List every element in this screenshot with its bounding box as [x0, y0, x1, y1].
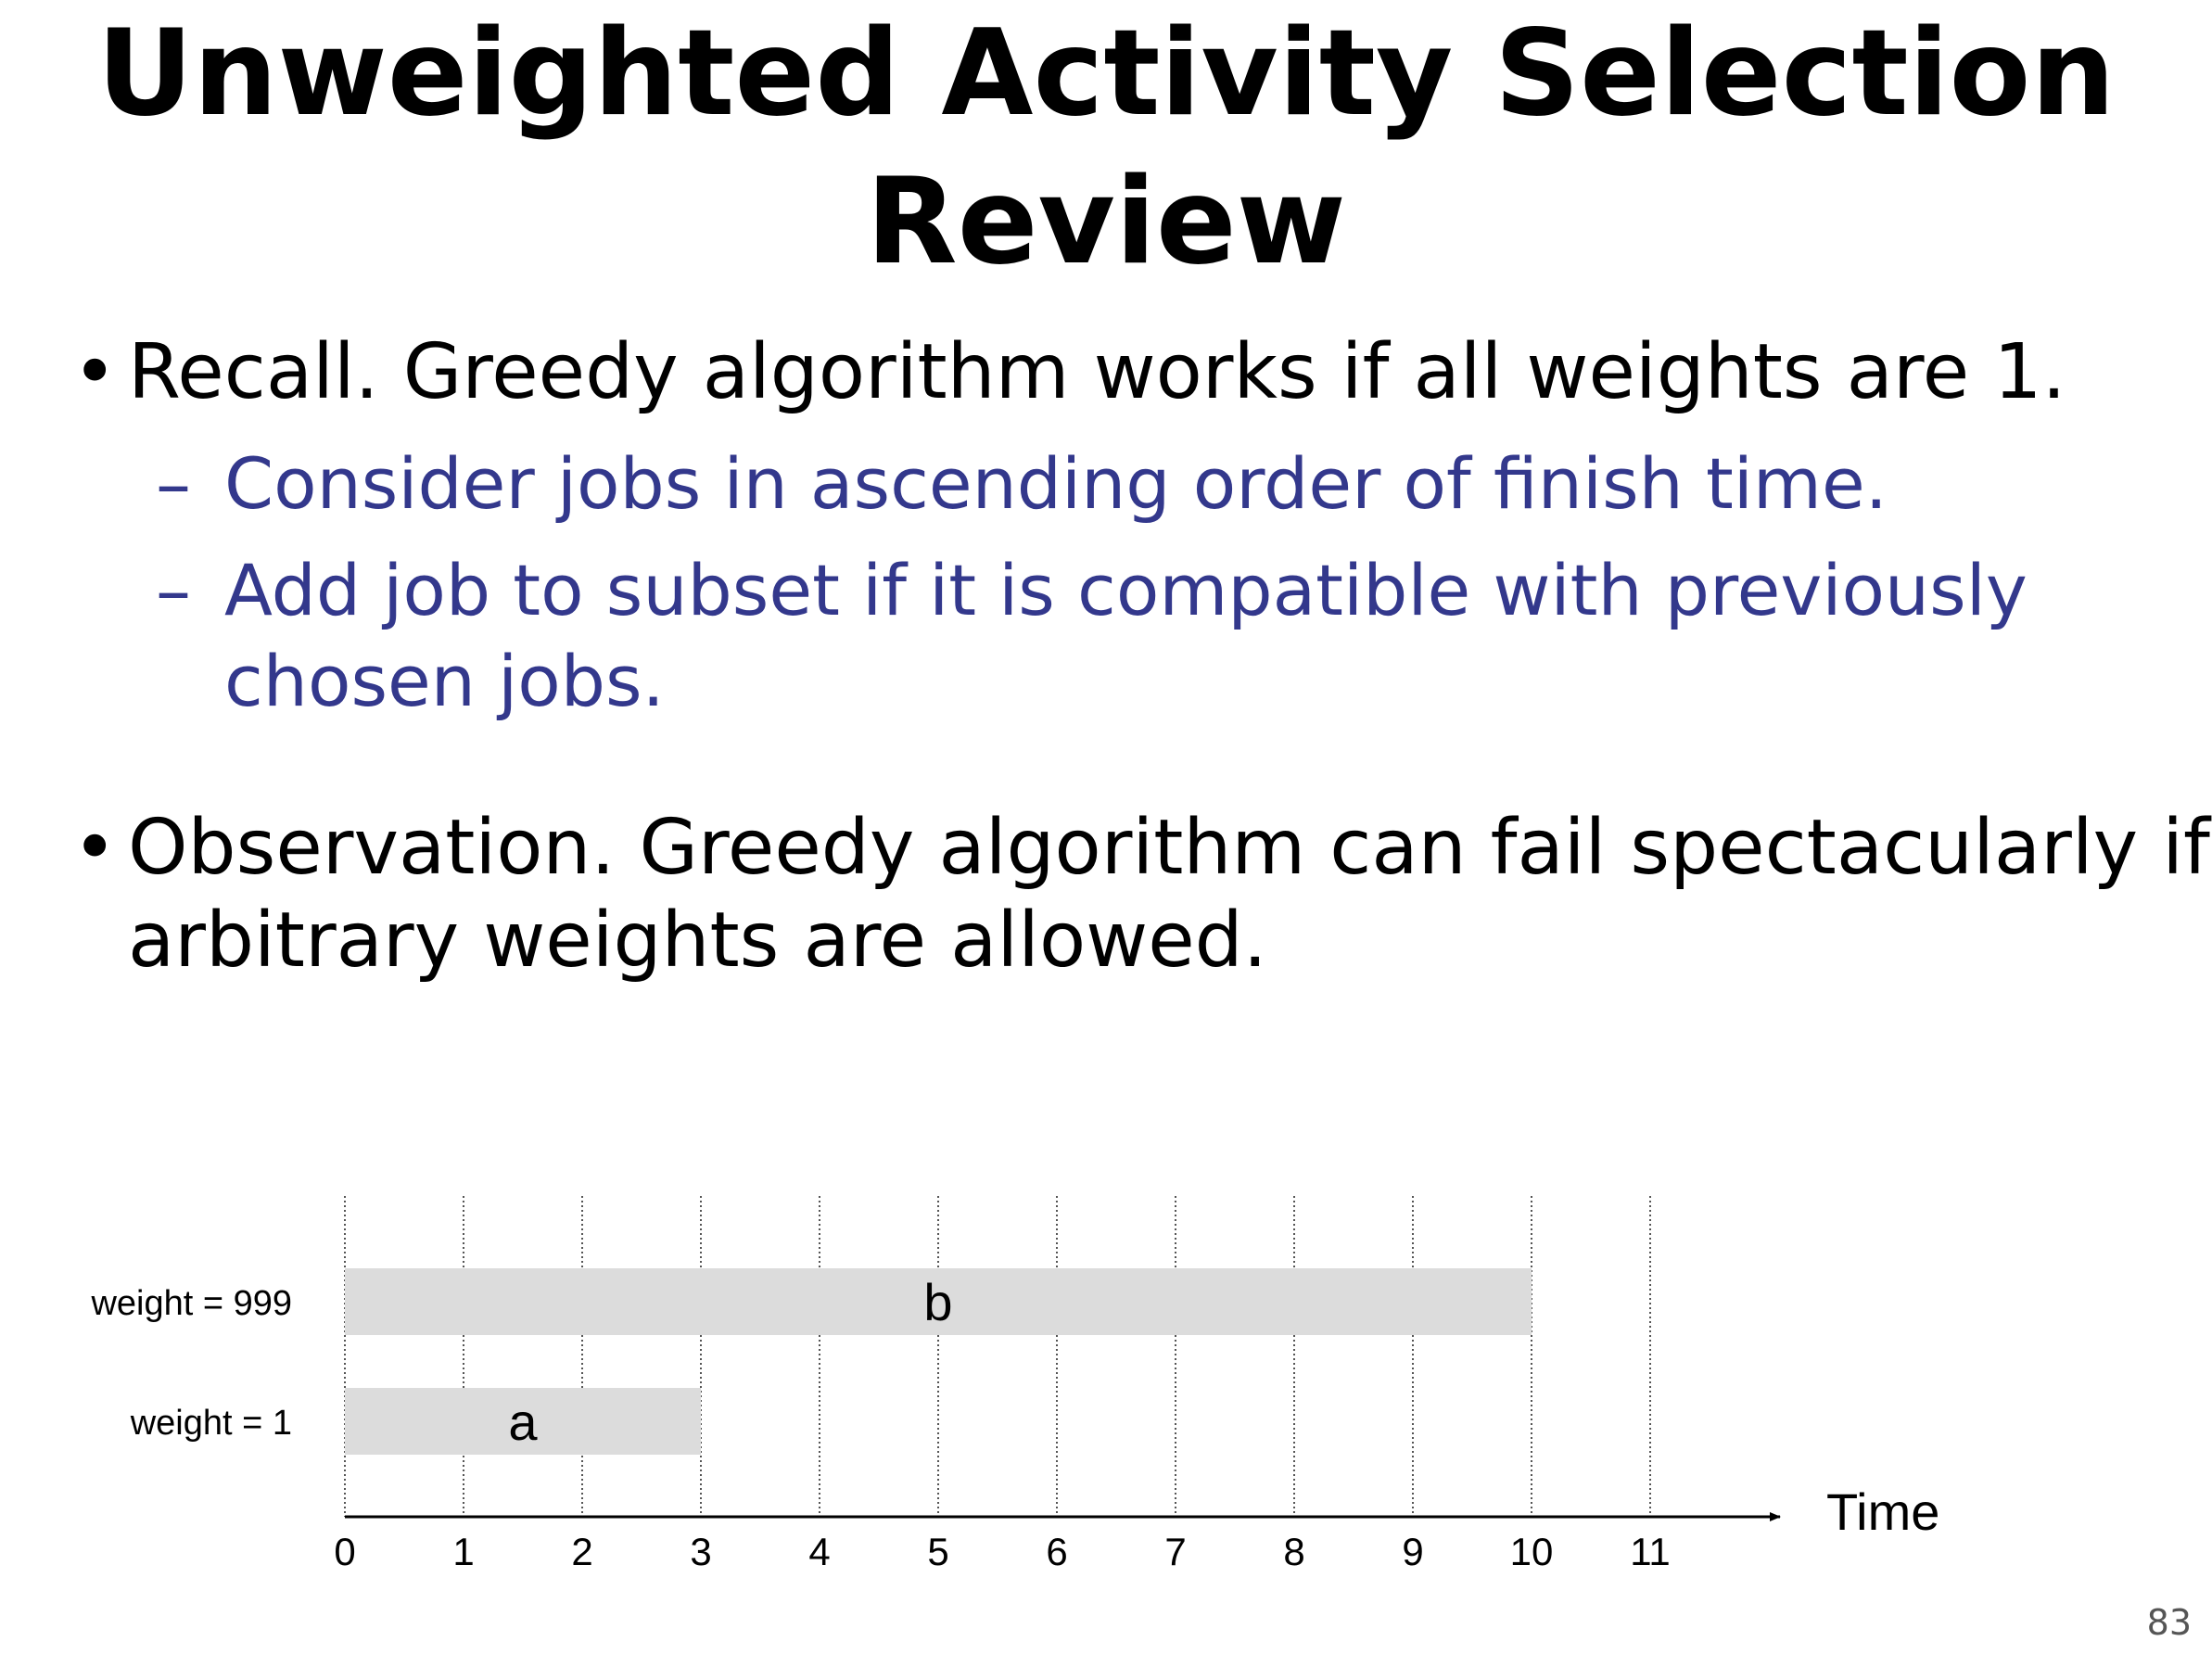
bullet-observation-text-line-1: Observation. Greedy algorithm can fail s…: [128, 804, 2210, 892]
job-weight-label-a: weight = 1: [130, 1404, 292, 1443]
job-label-b: b: [923, 1273, 952, 1331]
x-tick-label: 0: [334, 1530, 355, 1573]
job-bar-b: [345, 1268, 1532, 1335]
sub-bullet-consider-jobs-text: Consider jobs in ascending order of fini…: [224, 442, 1888, 525]
x-tick-label: 10: [1510, 1530, 1554, 1573]
bullet-recall: • Recall. Greedy algorithm works if all …: [72, 326, 2066, 419]
sub-bullet-add-job-text-line-1: Add job to subset if it is compatible wi…: [224, 549, 2028, 631]
x-tick-label: 4: [808, 1530, 830, 1573]
sub-bullet-marker: –: [156, 442, 191, 525]
x-tick-label: 3: [690, 1530, 711, 1573]
x-axis-label: Time: [1826, 1482, 1939, 1541]
x-tick-label: 2: [571, 1530, 592, 1573]
page-number: 83: [2146, 1602, 2192, 1643]
bullet-observation-text-line-2: arbitrary weights are allowed.: [128, 897, 1267, 985]
x-tick-label: 9: [1402, 1530, 1423, 1573]
slide-title-line-2: Review: [866, 153, 1346, 291]
sub-bullet-marker: –: [156, 549, 191, 631]
x-tick-label: 1: [452, 1530, 474, 1573]
x-tick-label: 5: [927, 1530, 948, 1573]
job-label-a: a: [508, 1393, 538, 1451]
slide-title: Unweighted Activity Selection Review: [0, 0, 2212, 297]
bullet-marker: •: [72, 328, 118, 416]
x-tick-label: 7: [1164, 1530, 1186, 1573]
sub-bullet-add-job: – Add job to subset if it is compatible …: [156, 545, 2028, 727]
x-tick-label: 6: [1046, 1530, 1067, 1573]
job-bar-a: [345, 1388, 701, 1455]
job-timeline-chart: b weight = 999 a weight = 1 0 1 2 3 4 5 6 7 8 9 10 11 T…: [90, 1196, 1939, 1573]
bullet-observation: • Observation. Greedy algorithm can fail…: [72, 802, 2210, 987]
x-tick-label: 8: [1283, 1530, 1304, 1573]
slide-title-line-1: Unweighted Activity Selection: [96, 5, 2116, 143]
bullet-recall-text: Recall. Greedy algorithm works if all we…: [128, 328, 2066, 416]
job-weight-label-b: weight = 999: [90, 1284, 292, 1323]
sub-bullet-add-job-text-line-2: chosen jobs.: [224, 640, 665, 722]
sub-bullet-consider-jobs: – Consider jobs in ascending order of fi…: [156, 439, 1888, 529]
x-tick-label: 11: [1630, 1530, 1671, 1573]
bullet-marker: •: [72, 804, 118, 892]
